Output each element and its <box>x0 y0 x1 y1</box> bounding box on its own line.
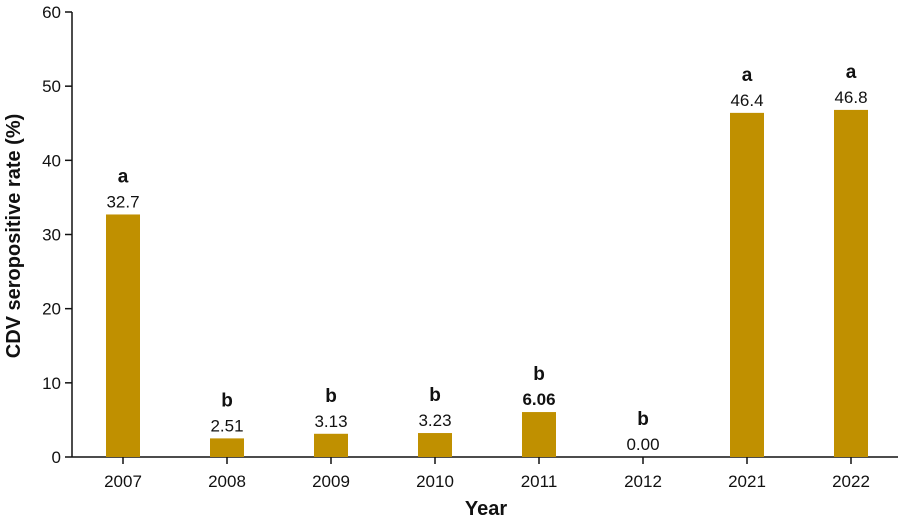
x-tick-label: 2010 <box>416 472 454 491</box>
bar <box>834 109 868 458</box>
value-label: 2.51 <box>210 416 243 435</box>
group-letter: b <box>429 385 441 406</box>
group-letter: a <box>846 62 857 83</box>
x-axis-title: Year <box>465 498 507 519</box>
y-tick-label: 10 <box>42 374 61 393</box>
x-tick-label: 2012 <box>624 472 662 491</box>
y-tick-label: 0 <box>52 448 61 467</box>
group-letter: b <box>533 364 545 385</box>
value-label: 3.13 <box>314 412 347 431</box>
group-letter: a <box>118 166 129 187</box>
x-tick-label: 2011 <box>521 472 558 491</box>
group-letter: b <box>637 409 649 430</box>
group-letter: b <box>325 386 337 407</box>
group-letter: b <box>221 390 233 411</box>
y-tick-label: 20 <box>42 300 61 319</box>
value-label: 32.7 <box>106 192 139 211</box>
x-tick-label: 2021 <box>728 472 766 491</box>
y-tick-label: 30 <box>42 226 61 245</box>
value-label: 3.23 <box>418 411 451 430</box>
y-tick-label: 50 <box>42 77 61 96</box>
x-axis: 2007 2008 2009 2010 2011 2012 2021 2022 <box>72 456 898 491</box>
x-tick-label: 2008 <box>208 472 246 491</box>
y-tick-label: 60 <box>42 3 61 22</box>
bar <box>314 433 348 457</box>
data-labels: 32.7 a 2.51 b 3.13 b 3.23 b 6.06 b 0.00 b 46.4 a 46.8 a <box>106 62 867 454</box>
bar <box>418 433 452 457</box>
bar <box>106 214 140 457</box>
group-letter: a <box>742 65 753 86</box>
value-label: 0.00 <box>626 435 659 454</box>
bars <box>106 109 868 458</box>
value-label: 6.06 <box>522 390 555 409</box>
bar <box>522 412 556 457</box>
bar <box>730 112 764 457</box>
y-axis: 0 10 20 30 40 50 60 <box>42 3 73 467</box>
x-tick-label: 2009 <box>312 472 350 491</box>
x-tick-label: 2022 <box>832 472 870 491</box>
bar <box>210 438 244 457</box>
value-label: 46.4 <box>730 91 763 110</box>
y-axis-title: CDV seropositive rate (%) <box>3 114 25 359</box>
y-tick-label: 40 <box>42 151 61 170</box>
value-label: 46.8 <box>834 88 867 107</box>
x-tick-label: 2007 <box>104 472 142 491</box>
